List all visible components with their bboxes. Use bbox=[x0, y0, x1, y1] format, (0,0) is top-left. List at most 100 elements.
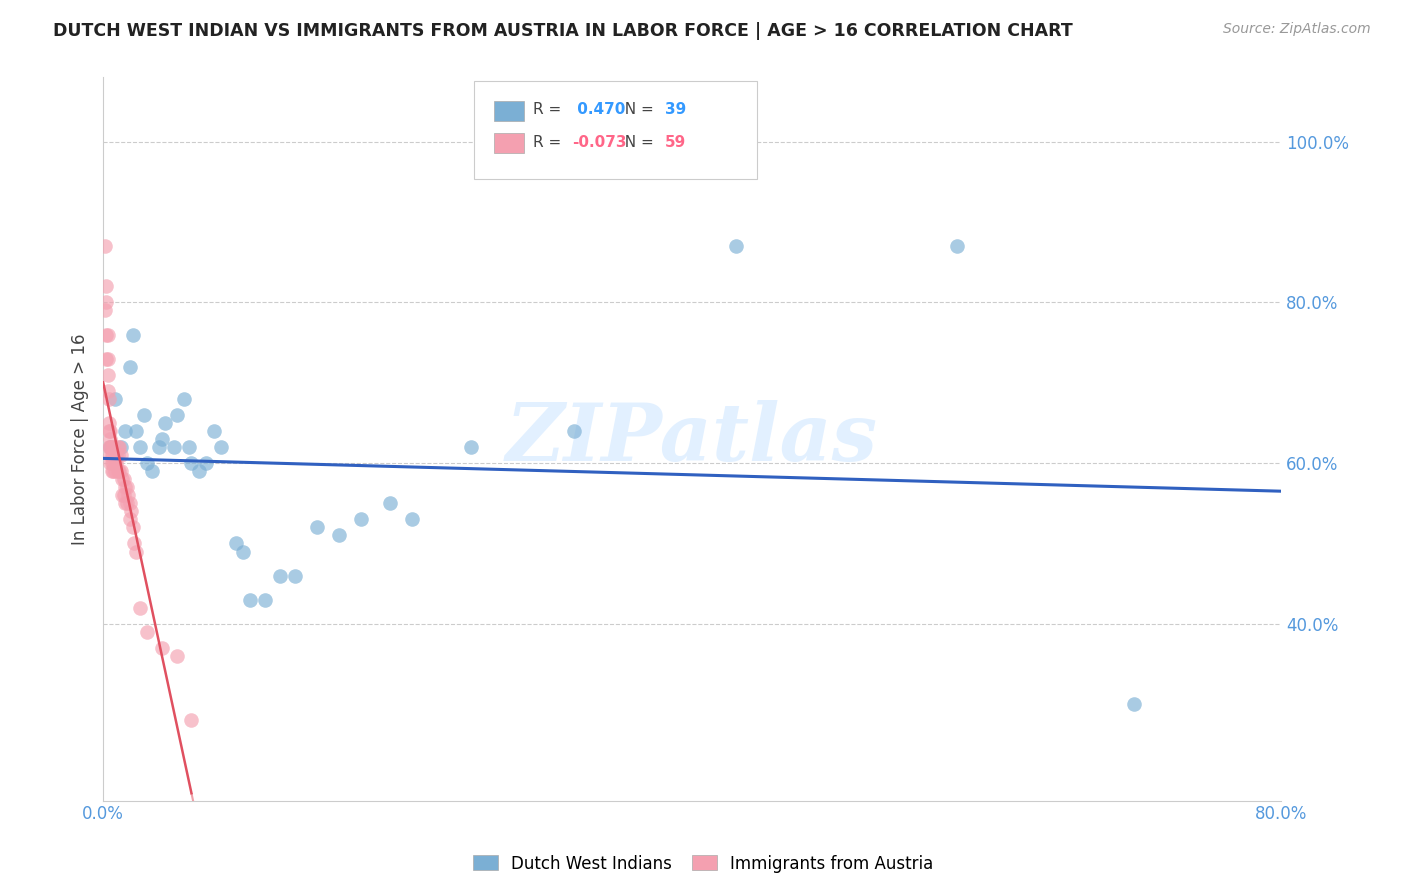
Point bbox=[124, 424, 146, 438]
Point bbox=[100, 432, 122, 446]
Point bbox=[460, 440, 482, 454]
Point bbox=[96, 368, 118, 382]
Point bbox=[104, 448, 127, 462]
Y-axis label: In Labor Force | Age > 16: In Labor Force | Age > 16 bbox=[72, 334, 89, 545]
Point bbox=[148, 440, 170, 454]
Point bbox=[225, 536, 247, 550]
Text: 0.470: 0.470 bbox=[572, 103, 626, 118]
Point bbox=[94, 351, 117, 366]
Point bbox=[163, 440, 186, 454]
Point bbox=[153, 416, 176, 430]
Point bbox=[124, 544, 146, 558]
Point bbox=[350, 512, 373, 526]
Point bbox=[117, 488, 139, 502]
Point bbox=[115, 480, 138, 494]
Text: R =: R = bbox=[533, 135, 567, 150]
Point bbox=[98, 416, 121, 430]
Point bbox=[305, 520, 328, 534]
Point bbox=[104, 392, 127, 406]
Point bbox=[1122, 697, 1144, 711]
Point bbox=[115, 496, 138, 510]
Point bbox=[122, 536, 145, 550]
Point bbox=[93, 303, 115, 318]
Point bbox=[141, 464, 163, 478]
Point bbox=[195, 456, 218, 470]
Point bbox=[100, 440, 122, 454]
Point bbox=[103, 456, 125, 470]
Point bbox=[121, 327, 143, 342]
Point bbox=[107, 440, 129, 454]
Point bbox=[166, 408, 188, 422]
Point bbox=[96, 351, 118, 366]
Point bbox=[110, 440, 132, 454]
Text: DUTCH WEST INDIAN VS IMMIGRANTS FROM AUSTRIA IN LABOR FORCE | AGE > 16 CORRELATI: DUTCH WEST INDIAN VS IMMIGRANTS FROM AUS… bbox=[53, 22, 1073, 40]
Text: -0.073: -0.073 bbox=[572, 135, 627, 150]
Point bbox=[108, 464, 131, 478]
Point bbox=[111, 488, 134, 502]
Point bbox=[101, 448, 124, 462]
Point bbox=[150, 640, 173, 655]
Point bbox=[96, 384, 118, 398]
Point bbox=[93, 239, 115, 253]
Point bbox=[101, 440, 124, 454]
FancyBboxPatch shape bbox=[494, 101, 523, 120]
Point bbox=[107, 464, 129, 478]
Point bbox=[136, 624, 159, 639]
Point bbox=[401, 512, 423, 526]
Point bbox=[100, 448, 122, 462]
Point bbox=[121, 520, 143, 534]
Point bbox=[269, 568, 291, 582]
Point bbox=[114, 480, 136, 494]
Point bbox=[112, 488, 135, 502]
Point bbox=[134, 408, 156, 422]
Point bbox=[98, 440, 121, 454]
Point bbox=[118, 359, 141, 374]
Point bbox=[110, 464, 132, 478]
Point bbox=[110, 448, 132, 462]
Legend: Dutch West Indians, Immigrants from Austria: Dutch West Indians, Immigrants from Aust… bbox=[465, 848, 941, 880]
Point bbox=[209, 440, 232, 454]
Point bbox=[118, 496, 141, 510]
Point bbox=[136, 456, 159, 470]
Point bbox=[94, 279, 117, 293]
Point bbox=[173, 392, 195, 406]
Point bbox=[111, 472, 134, 486]
Point bbox=[187, 464, 209, 478]
FancyBboxPatch shape bbox=[494, 133, 523, 153]
Point bbox=[94, 327, 117, 342]
Text: 59: 59 bbox=[665, 135, 686, 150]
Point bbox=[129, 440, 152, 454]
Point bbox=[118, 512, 141, 526]
Point bbox=[114, 496, 136, 510]
Text: Source: ZipAtlas.com: Source: ZipAtlas.com bbox=[1223, 22, 1371, 37]
Point bbox=[103, 464, 125, 478]
Point bbox=[380, 496, 402, 510]
Point bbox=[100, 440, 122, 454]
Point bbox=[180, 456, 202, 470]
Point bbox=[96, 327, 118, 342]
Point bbox=[103, 440, 125, 454]
Point bbox=[94, 295, 117, 310]
Point bbox=[104, 456, 127, 470]
Text: R =: R = bbox=[533, 103, 567, 118]
Point bbox=[120, 504, 142, 518]
Point bbox=[177, 440, 200, 454]
Point bbox=[129, 600, 152, 615]
Point bbox=[725, 239, 748, 253]
Point bbox=[180, 713, 202, 727]
Point bbox=[108, 440, 131, 454]
Point bbox=[101, 464, 124, 478]
Point bbox=[105, 448, 128, 462]
Point bbox=[103, 448, 125, 462]
Point bbox=[166, 648, 188, 663]
FancyBboxPatch shape bbox=[474, 81, 756, 178]
Text: N =: N = bbox=[616, 135, 659, 150]
Point bbox=[107, 448, 129, 462]
Point bbox=[98, 392, 121, 406]
Text: ZIPatlas: ZIPatlas bbox=[506, 401, 879, 478]
Point bbox=[100, 424, 122, 438]
Point bbox=[114, 424, 136, 438]
Point bbox=[104, 464, 127, 478]
Point bbox=[98, 424, 121, 438]
Point bbox=[105, 456, 128, 470]
